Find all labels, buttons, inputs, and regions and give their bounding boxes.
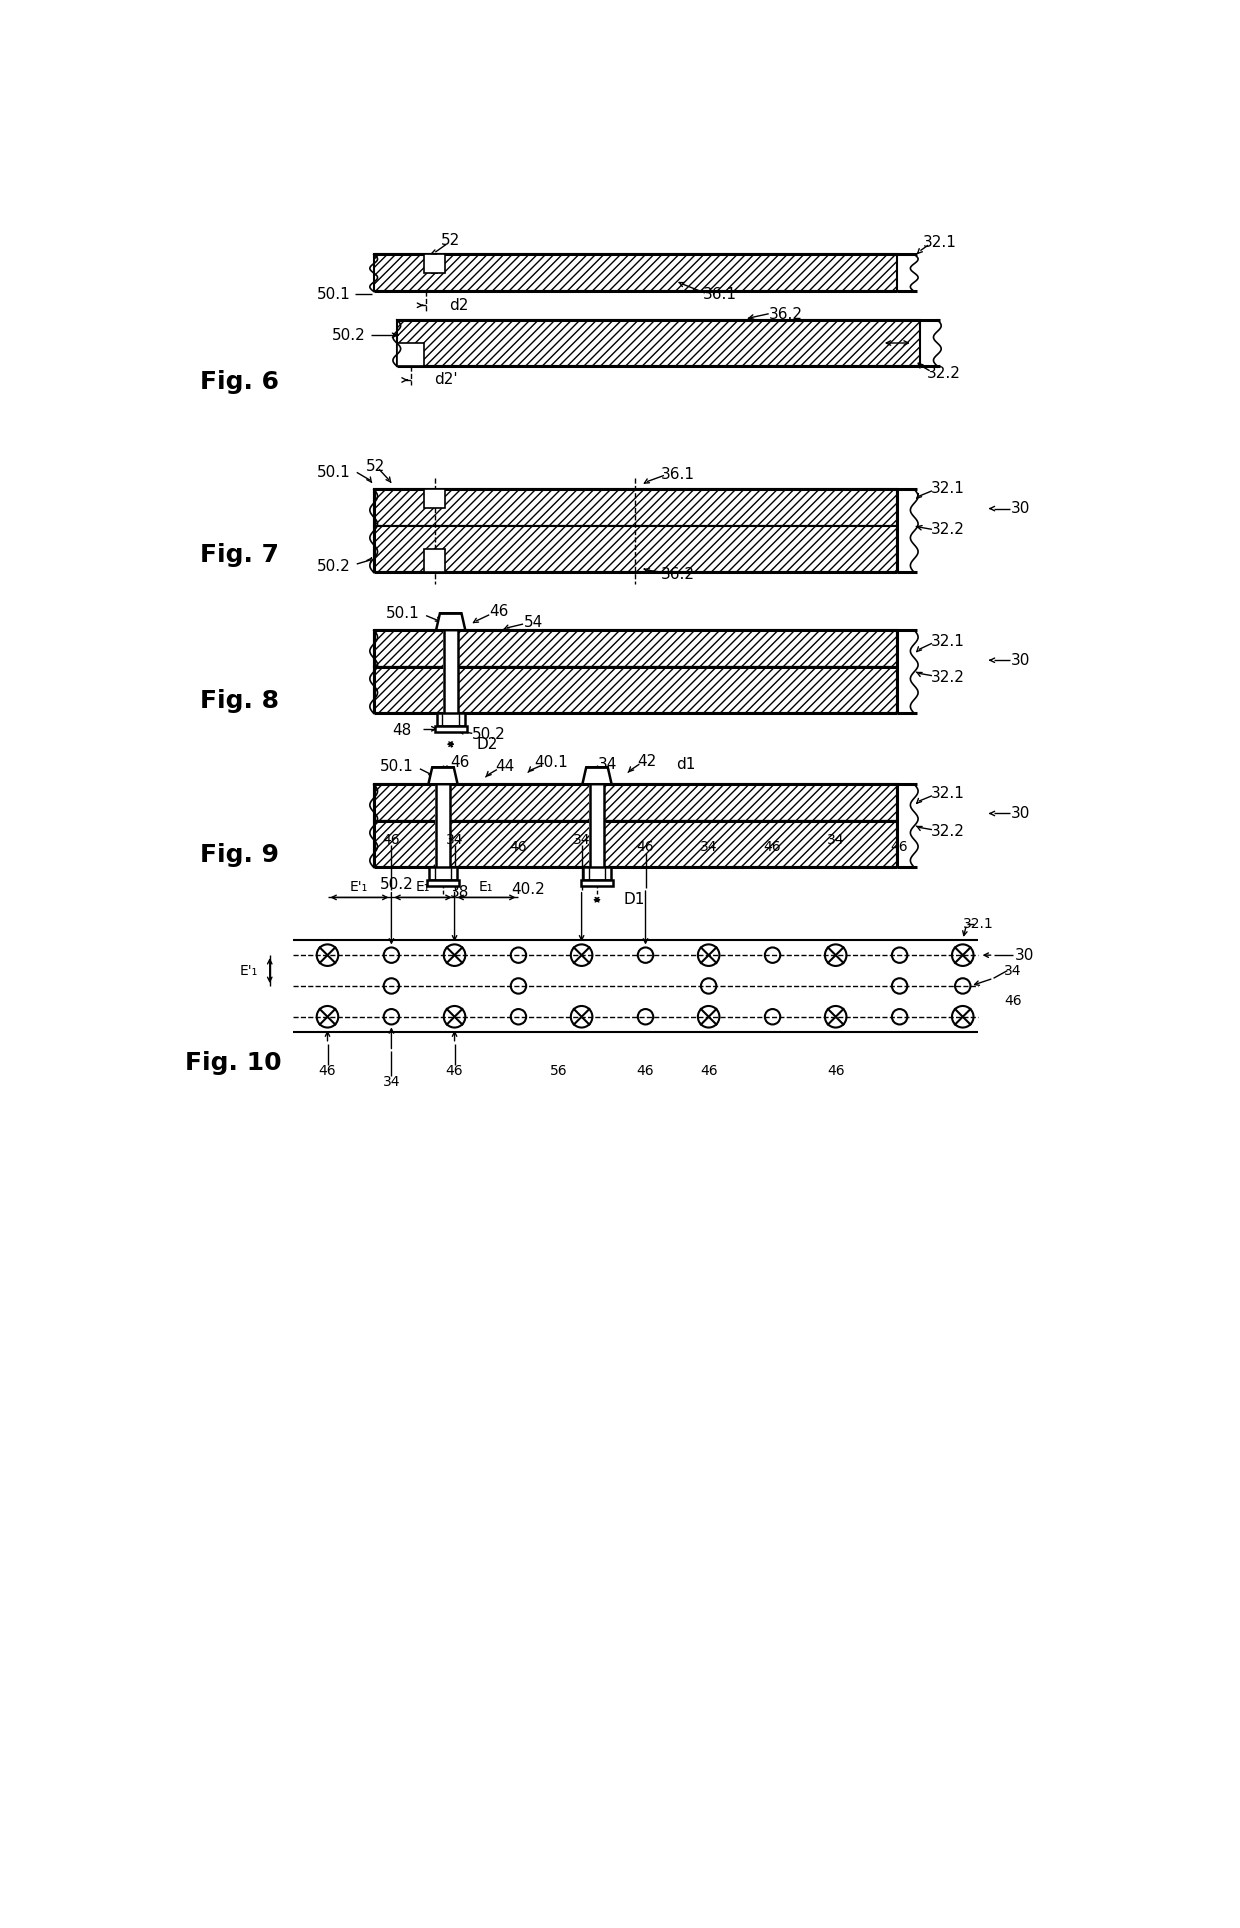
Text: 36.2: 36.2 [769, 307, 802, 322]
Text: 50.1: 50.1 [386, 605, 420, 621]
Bar [427, 879, 459, 885]
Text: 34: 34 [827, 833, 844, 846]
Text: 40.1: 40.1 [534, 756, 568, 769]
Text: 46: 46 [636, 841, 655, 854]
Text: 46: 46 [510, 841, 527, 854]
Text: Fig. 8: Fig. 8 [201, 688, 279, 713]
Text: 36.2: 36.2 [661, 567, 694, 582]
Text: 52: 52 [441, 233, 460, 249]
Bar [429, 868, 456, 879]
Text: 32.1: 32.1 [962, 918, 993, 931]
Text: 48: 48 [392, 723, 410, 738]
Text: 50.2: 50.2 [332, 328, 366, 343]
Bar [583, 868, 611, 879]
Text: 32.1: 32.1 [923, 235, 956, 249]
Text: 36.1: 36.1 [661, 467, 694, 482]
Text: 46: 46 [827, 1064, 844, 1078]
Text: 46: 46 [890, 841, 909, 854]
Text: D1: D1 [624, 893, 645, 908]
Text: Fig. 9: Fig. 9 [201, 843, 279, 868]
Text: 30: 30 [1011, 806, 1030, 821]
Text: 32.2: 32.2 [930, 522, 965, 536]
Text: 50.1: 50.1 [316, 465, 351, 480]
Text: 32.1: 32.1 [930, 787, 965, 800]
Text: 50.1: 50.1 [316, 287, 351, 303]
Bar [373, 630, 898, 667]
Text: 32.2: 32.2 [930, 671, 965, 686]
Text: 46: 46 [636, 1064, 655, 1078]
Text: 30: 30 [1011, 654, 1030, 667]
Bar [443, 630, 459, 713]
Bar [434, 725, 467, 733]
Text: 40.2: 40.2 [511, 883, 544, 897]
Text: Fig. 6: Fig. 6 [201, 370, 279, 393]
Text: 52: 52 [366, 459, 384, 474]
Polygon shape [436, 613, 465, 630]
Bar [397, 320, 920, 366]
Text: Fig. 10: Fig. 10 [185, 1051, 281, 1076]
Text: 44: 44 [495, 760, 515, 773]
Bar [435, 785, 450, 868]
Text: 32.2: 32.2 [926, 366, 961, 382]
Text: 32.1: 32.1 [930, 634, 965, 648]
Text: E₁: E₁ [415, 879, 430, 895]
Text: 46: 46 [699, 1064, 718, 1078]
Text: 42: 42 [637, 754, 657, 769]
Text: 56: 56 [549, 1064, 568, 1078]
Text: 32.1: 32.1 [930, 482, 965, 495]
Bar [424, 254, 445, 274]
Text: d1: d1 [676, 756, 696, 771]
Bar [424, 490, 445, 507]
Text: d2: d2 [449, 297, 469, 312]
Text: 50.1: 50.1 [379, 760, 414, 773]
Text: 50.2: 50.2 [472, 727, 506, 742]
Text: 54: 54 [523, 615, 543, 630]
Text: E'₁: E'₁ [350, 879, 368, 895]
Text: 46: 46 [489, 603, 508, 619]
Text: 34: 34 [573, 833, 590, 846]
Text: 34: 34 [598, 758, 618, 773]
Text: 50.2: 50.2 [379, 877, 414, 893]
Text: 36.1: 36.1 [703, 287, 738, 303]
Text: 30: 30 [1011, 501, 1030, 517]
Polygon shape [428, 767, 458, 785]
Polygon shape [583, 767, 611, 785]
Text: E'₁: E'₁ [239, 964, 258, 977]
Text: d2': d2' [434, 372, 458, 388]
Text: E₁: E₁ [479, 879, 494, 895]
Text: 46: 46 [445, 1064, 464, 1078]
Bar [373, 254, 898, 291]
Text: 46: 46 [383, 833, 401, 846]
Bar [580, 879, 613, 885]
Text: 38: 38 [450, 885, 470, 900]
Text: 30: 30 [1014, 949, 1034, 962]
Text: 46: 46 [450, 756, 470, 769]
Bar [436, 713, 465, 725]
Bar [373, 785, 898, 821]
Bar [373, 667, 898, 713]
Bar [373, 821, 898, 868]
Text: 32.2: 32.2 [930, 825, 965, 839]
Text: 46: 46 [319, 1064, 336, 1078]
Bar [424, 549, 445, 573]
Text: D2: D2 [477, 736, 498, 752]
Text: 46: 46 [1004, 995, 1022, 1008]
Text: 34: 34 [446, 833, 464, 846]
Text: 46: 46 [764, 841, 781, 854]
Bar [397, 343, 424, 366]
Text: 50.2: 50.2 [316, 559, 351, 575]
Bar [373, 490, 898, 526]
Text: Fig. 7: Fig. 7 [201, 544, 279, 567]
Text: 34: 34 [383, 1076, 401, 1089]
Text: 34: 34 [1004, 964, 1022, 977]
Bar [589, 785, 605, 868]
Bar [373, 526, 898, 573]
Text: 34: 34 [699, 841, 718, 854]
